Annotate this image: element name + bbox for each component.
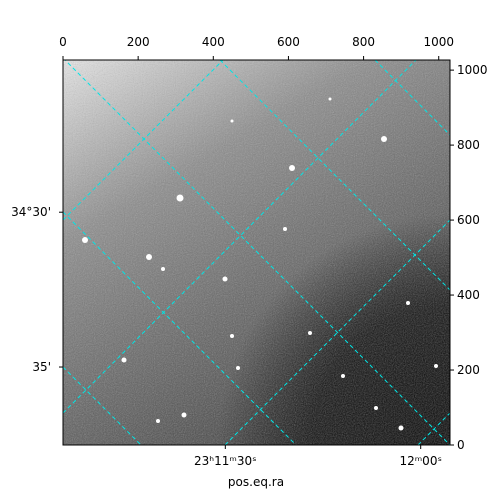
- x-tick-label: 800: [352, 35, 375, 49]
- image: [63, 60, 450, 445]
- x-tick-label: 600: [277, 35, 300, 49]
- world-y-tick-label: 35': [32, 360, 51, 374]
- y-tick-label: 400: [457, 288, 480, 302]
- coordinate-grid: [63, 60, 450, 445]
- x-tick-label: 0: [59, 35, 67, 49]
- axes-frame: [62, 59, 451, 446]
- world-x-tick-label: 23ʰ11ᵐ30ˢ: [194, 454, 257, 468]
- world-y-tick-label: 34°30': [11, 205, 51, 219]
- y-tick-label: 0: [457, 438, 465, 452]
- x-tick-label: 200: [127, 35, 150, 49]
- x-tick-label: 1000: [423, 35, 454, 49]
- y-tick-label: 800: [457, 138, 480, 152]
- x-tick-label: 400: [202, 35, 225, 49]
- y-tick-label: 1000: [457, 63, 488, 77]
- world-x-tick-label: 12ᵐ00ˢ: [399, 454, 442, 468]
- y-tick-label: 200: [457, 363, 480, 377]
- y-tick-label: 600: [457, 213, 480, 227]
- x-axis-label: pos.eq.ra: [228, 475, 284, 489]
